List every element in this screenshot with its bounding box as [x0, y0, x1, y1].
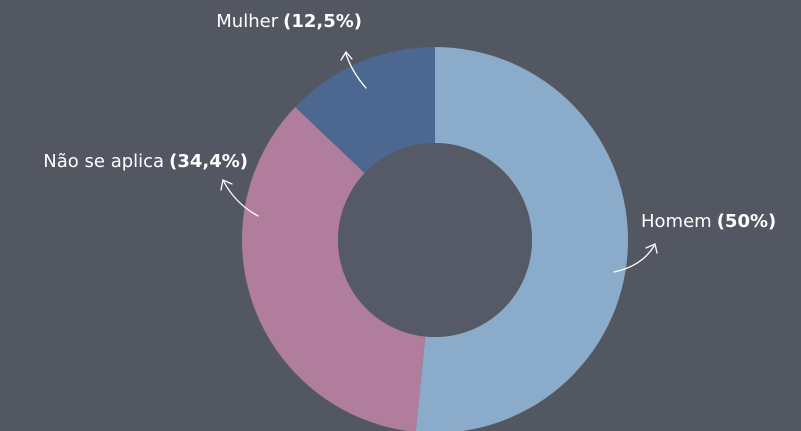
- labels: Homem (50%) Não se aplica (34,4%) Mulher (12,…: [43, 11, 776, 232]
- value-label: (12,5%): [283, 11, 362, 32]
- slice: [415, 47, 628, 431]
- value-label: (50%): [717, 211, 777, 232]
- arrow: [340, 50, 367, 89]
- slices: [242, 47, 628, 431]
- slice-label: Não se aplica (34,4%): [43, 151, 248, 172]
- slice: [295, 47, 435, 174]
- arrow: [220, 179, 259, 217]
- slice-label: Mulher (12,5%): [216, 11, 362, 32]
- category-name: Homem: [641, 211, 712, 232]
- arrow: [613, 243, 658, 273]
- donut-hole: [338, 143, 532, 337]
- category-name: Mulher: [216, 11, 278, 32]
- value-label: (34,4%): [169, 151, 248, 172]
- category-name: Não se aplica: [43, 151, 164, 172]
- slice: [242, 107, 426, 431]
- slice-label: Homem (50%): [641, 211, 776, 232]
